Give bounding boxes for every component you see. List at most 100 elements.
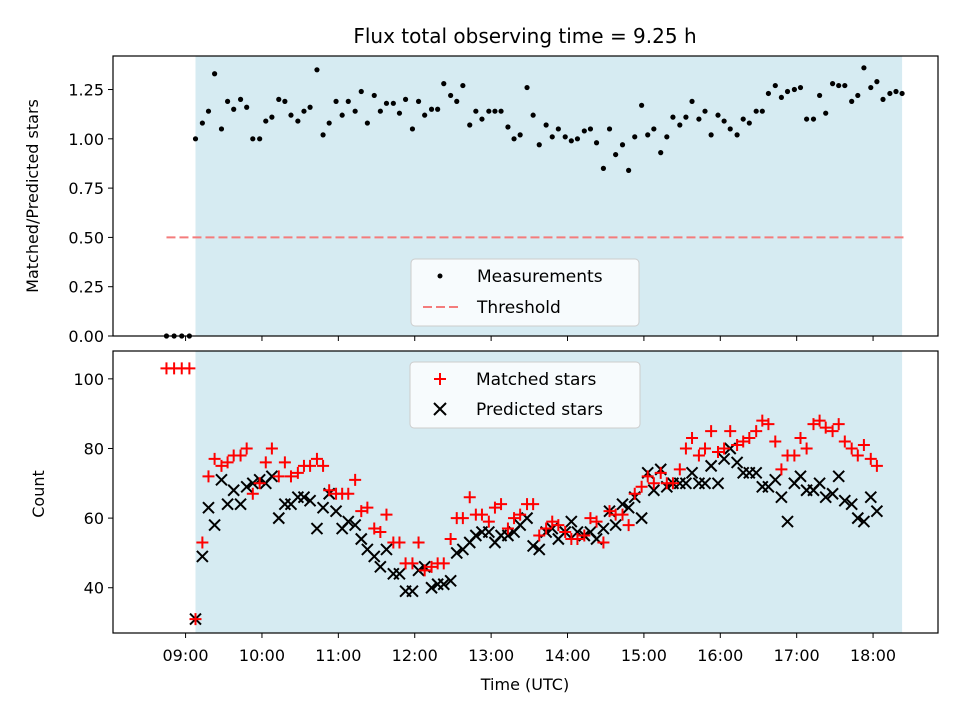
- legend-measurement-marker: [437, 273, 443, 279]
- predicted-star-point: [685, 466, 699, 480]
- matched-star-point: [597, 536, 610, 549]
- measurement-point: [829, 81, 836, 87]
- predicted-star-point: [272, 511, 285, 525]
- measurement-point: [759, 108, 765, 114]
- matched-star-point: [406, 557, 419, 570]
- measurement-point: [314, 67, 320, 73]
- matched-star-point: [272, 470, 285, 483]
- predicted-star-point: [444, 574, 457, 587]
- matched-star-point: [253, 477, 266, 490]
- matched-star-point: [215, 459, 228, 472]
- matched-star-point: [444, 533, 457, 545]
- top-y-axis-label: Matched/Predicted stars: [23, 99, 42, 293]
- matched-star-point: [527, 498, 540, 511]
- bottom-legend: Matched stars Predicted stars: [409, 361, 641, 429]
- matched-star-point: [788, 449, 801, 462]
- matched-star-point: [590, 515, 603, 528]
- measurement-point: [409, 126, 416, 132]
- measurement-point: [402, 96, 409, 102]
- predicted-star-point: [838, 494, 852, 507]
- legend-predicted-marker: [433, 402, 447, 416]
- matched-star-point: [265, 442, 278, 455]
- predicted-star-point: [622, 501, 635, 514]
- top-y-axis-ticks: 0.00 0.25 0.50 0.75 1.00 1.25: [68, 81, 113, 346]
- predicted-star-point: [348, 518, 362, 532]
- predicted-star-point: [851, 511, 864, 525]
- measurement-point: [626, 167, 632, 173]
- matched-star-point: [819, 421, 832, 434]
- predicted-star-point: [246, 477, 259, 490]
- matched-star-point: [374, 526, 387, 539]
- predicted-stars-points: [189, 442, 884, 626]
- predicted-star-point: [316, 501, 330, 514]
- matched-star-point: [864, 452, 877, 465]
- predicted-star-point: [406, 585, 419, 598]
- predicted-star-point: [297, 491, 311, 504]
- measurement-point: [855, 92, 861, 99]
- y-tick-label: 80: [84, 439, 104, 458]
- y-tick-label: 0.25: [68, 278, 104, 297]
- measurement-point: [721, 118, 727, 124]
- measurement-point: [639, 102, 645, 108]
- predicted-star-point: [355, 532, 368, 546]
- measurement-point: [371, 92, 377, 99]
- matched-star-point: [686, 432, 699, 445]
- measurement-point: [218, 126, 225, 132]
- legend-matched-marker: [434, 373, 446, 385]
- measurement-point: [231, 106, 237, 112]
- predicted-star-point: [202, 501, 215, 514]
- measurement-point: [543, 122, 549, 128]
- predicted-star-point: [857, 515, 871, 528]
- measurement-point: [492, 108, 498, 114]
- legend-matched-label: Matched stars: [476, 370, 596, 390]
- bottom-axes-frame: [112, 350, 939, 634]
- predicted-star-point: [303, 494, 317, 507]
- matched-star-point: [800, 442, 813, 455]
- matched-star-point: [368, 522, 381, 535]
- measurement-point: [536, 142, 542, 148]
- matched-star-point: [310, 452, 323, 465]
- measurement-point: [505, 124, 511, 130]
- matched-stars-points: [160, 362, 883, 626]
- matched-star-point: [635, 480, 648, 493]
- predicted-star-point: [704, 459, 718, 473]
- x-tick-label: 17:00: [774, 646, 820, 665]
- measurement-point: [861, 65, 867, 71]
- x-tick-label: 18:00: [850, 646, 896, 665]
- measurement-point: [600, 165, 607, 171]
- measurement-point: [192, 136, 199, 142]
- measurement-point: [880, 96, 886, 102]
- predicted-star-point: [450, 546, 463, 560]
- x-tick-label: 16:00: [697, 646, 743, 665]
- matched-star-point: [425, 560, 438, 573]
- matched-star-point: [724, 425, 737, 438]
- measurement-point: [715, 112, 721, 118]
- top-axes-frame: [112, 55, 939, 337]
- matched-star-point: [705, 425, 718, 438]
- predicted-star-point: [526, 539, 540, 553]
- matched-star-point: [647, 477, 660, 490]
- x-tick-label: 13:00: [468, 646, 514, 665]
- predicted-star-point: [711, 477, 725, 490]
- matched-star-point: [488, 501, 501, 514]
- measurement-point: [428, 106, 435, 112]
- y-tick-label: 0.50: [68, 228, 104, 247]
- measurement-point: [448, 92, 454, 99]
- predicted-star-point: [368, 550, 381, 563]
- matched-star-point: [699, 442, 712, 455]
- measurement-point: [486, 108, 492, 114]
- legend-predicted-label: Predicted stars: [476, 400, 603, 420]
- predicted-star-point: [813, 477, 826, 490]
- predicted-star-point: [393, 567, 406, 581]
- measurement-point: [211, 71, 218, 77]
- predicted-star-point: [597, 522, 610, 535]
- matched-star-point: [240, 442, 253, 455]
- measurement-point: [205, 108, 212, 114]
- measurement-point: [498, 108, 504, 114]
- measurement-point: [549, 134, 555, 140]
- measurement-point: [530, 112, 536, 118]
- measurement-point: [517, 132, 523, 138]
- measurement-point: [581, 128, 587, 134]
- measurement-point: [568, 138, 574, 144]
- measurement-point: [772, 82, 778, 89]
